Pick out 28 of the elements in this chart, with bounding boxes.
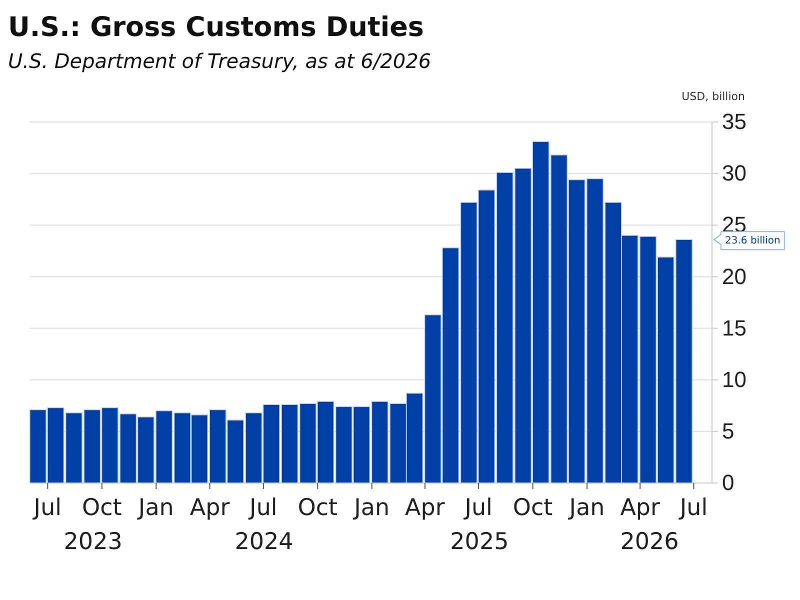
- x-tick-label: Jan: [567, 495, 605, 521]
- text: 2025: [450, 529, 509, 555]
- text: 23.6 billion: [725, 236, 780, 247]
- y-tick-label: 35: [722, 109, 746, 134]
- text: 2023: [64, 529, 122, 555]
- y-tick-label: 30: [722, 160, 746, 186]
- x-tick-label: Apr: [620, 495, 661, 521]
- y-tick-label: 10: [722, 366, 746, 392]
- y-axis-title: USD, billion: [682, 90, 746, 103]
- x-tick-label: Jul: [462, 495, 492, 521]
- x-tick-label: Oct: [512, 495, 553, 521]
- x-tick-label: Jan: [352, 495, 390, 521]
- y-tick-label: 5: [722, 418, 734, 444]
- x-tick-label: Jul: [678, 495, 708, 521]
- chart-subtitle: U.S. Department of Treasury, as at 6/2026: [8, 49, 432, 73]
- x-tick-label: Jul: [248, 495, 278, 521]
- x-tick-label: Apr: [405, 495, 446, 521]
- chart-title: U.S.: Gross Customs Duties: [8, 12, 424, 43]
- x-tick-label: Jul: [32, 495, 62, 521]
- x-tick-label: Jan: [136, 495, 174, 521]
- x-tick-label: Oct: [82, 495, 122, 521]
- x-tick-label: Oct: [298, 495, 338, 521]
- text: 2024: [234, 529, 294, 555]
- x-tick-label: Apr: [190, 495, 230, 521]
- y-tick-label: 20: [722, 264, 746, 289]
- text: 2026: [620, 529, 679, 555]
- y-tick-label: 15: [722, 315, 746, 340]
- y-tick-label: 0: [722, 470, 734, 496]
